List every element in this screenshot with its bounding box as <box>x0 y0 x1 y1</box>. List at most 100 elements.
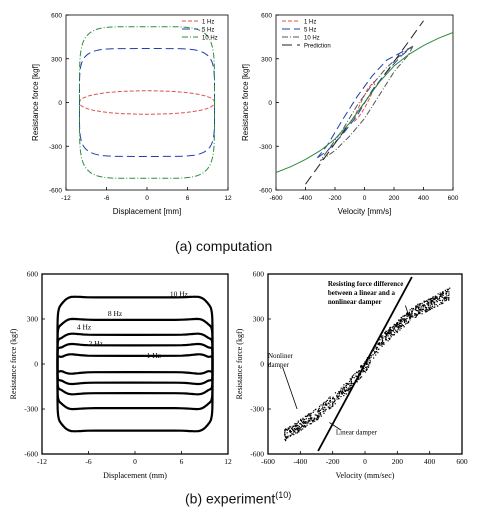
exp-velocity-point <box>399 326 401 328</box>
exp-velocity-point <box>434 298 436 300</box>
comp-velocity-xtick-label: 0 <box>363 195 367 202</box>
exp-velocity-point <box>425 307 427 309</box>
exp-velocity-point <box>398 326 400 329</box>
exp-velocity-point <box>448 299 450 301</box>
exp-velocity-point <box>351 384 353 387</box>
exp-velocity-point <box>357 371 359 373</box>
exp-velocity-point <box>434 298 436 300</box>
exp-velocity-point <box>421 308 423 310</box>
exp-velocity-xtick-label: 200 <box>392 457 404 466</box>
exp-velocity-point <box>318 407 320 409</box>
exp-velocity-point <box>351 382 353 384</box>
exp-velocity-points <box>284 287 451 442</box>
exp-velocity-point <box>417 312 420 314</box>
exp-velocity-point <box>307 420 309 422</box>
exp-velocity-point <box>401 320 403 322</box>
exp-velocity-point <box>358 378 360 380</box>
exp-velocity-point <box>332 396 334 398</box>
exp-velocity-point <box>391 334 393 336</box>
exp-velocity-point <box>420 309 422 311</box>
exp-velocity-point <box>393 323 395 325</box>
exp-velocity-point <box>390 331 392 333</box>
exp-velocity-point <box>393 334 395 336</box>
comp-velocity-xlabel: Velocity [mm/s] <box>338 207 392 216</box>
exp-velocity-point <box>404 321 406 323</box>
exp-velocity-point <box>347 388 349 390</box>
exp-velocity-point <box>367 366 370 368</box>
comp-velocity-xtick-label: -200 <box>328 195 341 202</box>
comp-hysteresis-ylabel: Resistance force [kgf] <box>31 64 40 141</box>
exp-velocity-point <box>366 363 368 365</box>
exp-velocity-point <box>302 425 304 427</box>
exp-velocity-point <box>431 303 433 305</box>
exp-velocity-point <box>385 333 387 336</box>
comp-velocity-xtick-label: -600 <box>269 195 282 202</box>
exp-velocity-xtick-label: -600 <box>261 457 275 466</box>
exp-velocity-xtick-label: -200 <box>326 457 340 466</box>
exp-velocity-point <box>418 308 420 310</box>
exp-velocity-point <box>347 383 350 385</box>
exp-velocity-point <box>310 416 312 418</box>
exp-velocity-point <box>285 439 287 441</box>
exp-velocity-point <box>294 425 296 427</box>
exp-hysteresis-ytick-label: 600 <box>27 270 39 279</box>
exp-velocity-point <box>401 318 403 321</box>
comp-hysteresis-series-2 <box>79 26 215 179</box>
comp-velocity-ytick-label: 600 <box>261 13 272 20</box>
exp-velocity-point <box>349 383 351 385</box>
exp-velocity-point <box>402 325 404 327</box>
exp-velocity-point <box>306 422 308 424</box>
exp-velocity-point <box>332 404 334 406</box>
exp-velocity-point <box>423 304 425 306</box>
exp-velocity-point <box>365 366 367 368</box>
exp-velocity-point <box>395 330 397 332</box>
exp-velocity-point <box>333 398 335 400</box>
exp-velocity-point <box>442 293 445 295</box>
exp-velocity-point <box>436 297 438 299</box>
exp-velocity-point <box>393 334 395 336</box>
exp-velocity-point <box>366 368 368 370</box>
exp-velocity-point <box>387 340 389 342</box>
exp-velocity-point <box>342 388 344 390</box>
exp-hysteresis-series-2 <box>56 332 214 396</box>
exp-velocity-point <box>323 412 325 414</box>
exp-velocity-point <box>425 310 427 312</box>
exp-velocity-point <box>342 386 344 388</box>
exp-velocity-point <box>445 293 447 295</box>
exp-velocity-point <box>421 304 424 307</box>
exp-velocity-point <box>392 334 394 336</box>
exp-velocity-point <box>290 426 292 428</box>
exp-velocity-point <box>305 415 307 418</box>
exp-velocity-point <box>369 361 371 363</box>
exp-velocity-point <box>419 306 421 308</box>
exp-velocity-point <box>437 299 439 301</box>
exp-velocity-point <box>301 424 303 426</box>
exp-velocity-point <box>382 335 384 337</box>
exp-hysteresis-annotation-3: 2 Hz <box>89 339 104 348</box>
exp-velocity-point <box>317 411 319 413</box>
exp-velocity-ytick-label: -300 <box>250 405 264 414</box>
exp-velocity-point <box>320 404 322 406</box>
exp-velocity-point <box>300 418 302 420</box>
exp-velocity-point <box>385 337 387 339</box>
exp-velocity-point <box>301 422 304 424</box>
exp-velocity-point <box>445 291 447 293</box>
exp-velocity-point <box>291 433 293 435</box>
exp-velocity-point <box>418 311 420 313</box>
exp-velocity-point <box>320 415 322 417</box>
comp-hysteresis-ytick-label: 0 <box>58 100 62 107</box>
exp-velocity-point <box>375 351 377 353</box>
exp-velocity-point <box>398 327 400 329</box>
exp-velocity-point <box>329 401 331 403</box>
exp-velocity-point <box>377 343 379 345</box>
exp-velocity-point <box>344 392 346 395</box>
exp-velocity-point <box>322 404 324 406</box>
exp-velocity-point <box>416 313 418 316</box>
exp-velocity-point <box>303 422 305 424</box>
exp-velocity-point <box>292 426 294 428</box>
exp-velocity-point <box>308 418 310 420</box>
exp-velocity-point <box>392 326 394 328</box>
exp-velocity-point <box>447 288 450 290</box>
exp-velocity-point <box>294 431 296 433</box>
exp-velocity-point <box>406 315 408 317</box>
